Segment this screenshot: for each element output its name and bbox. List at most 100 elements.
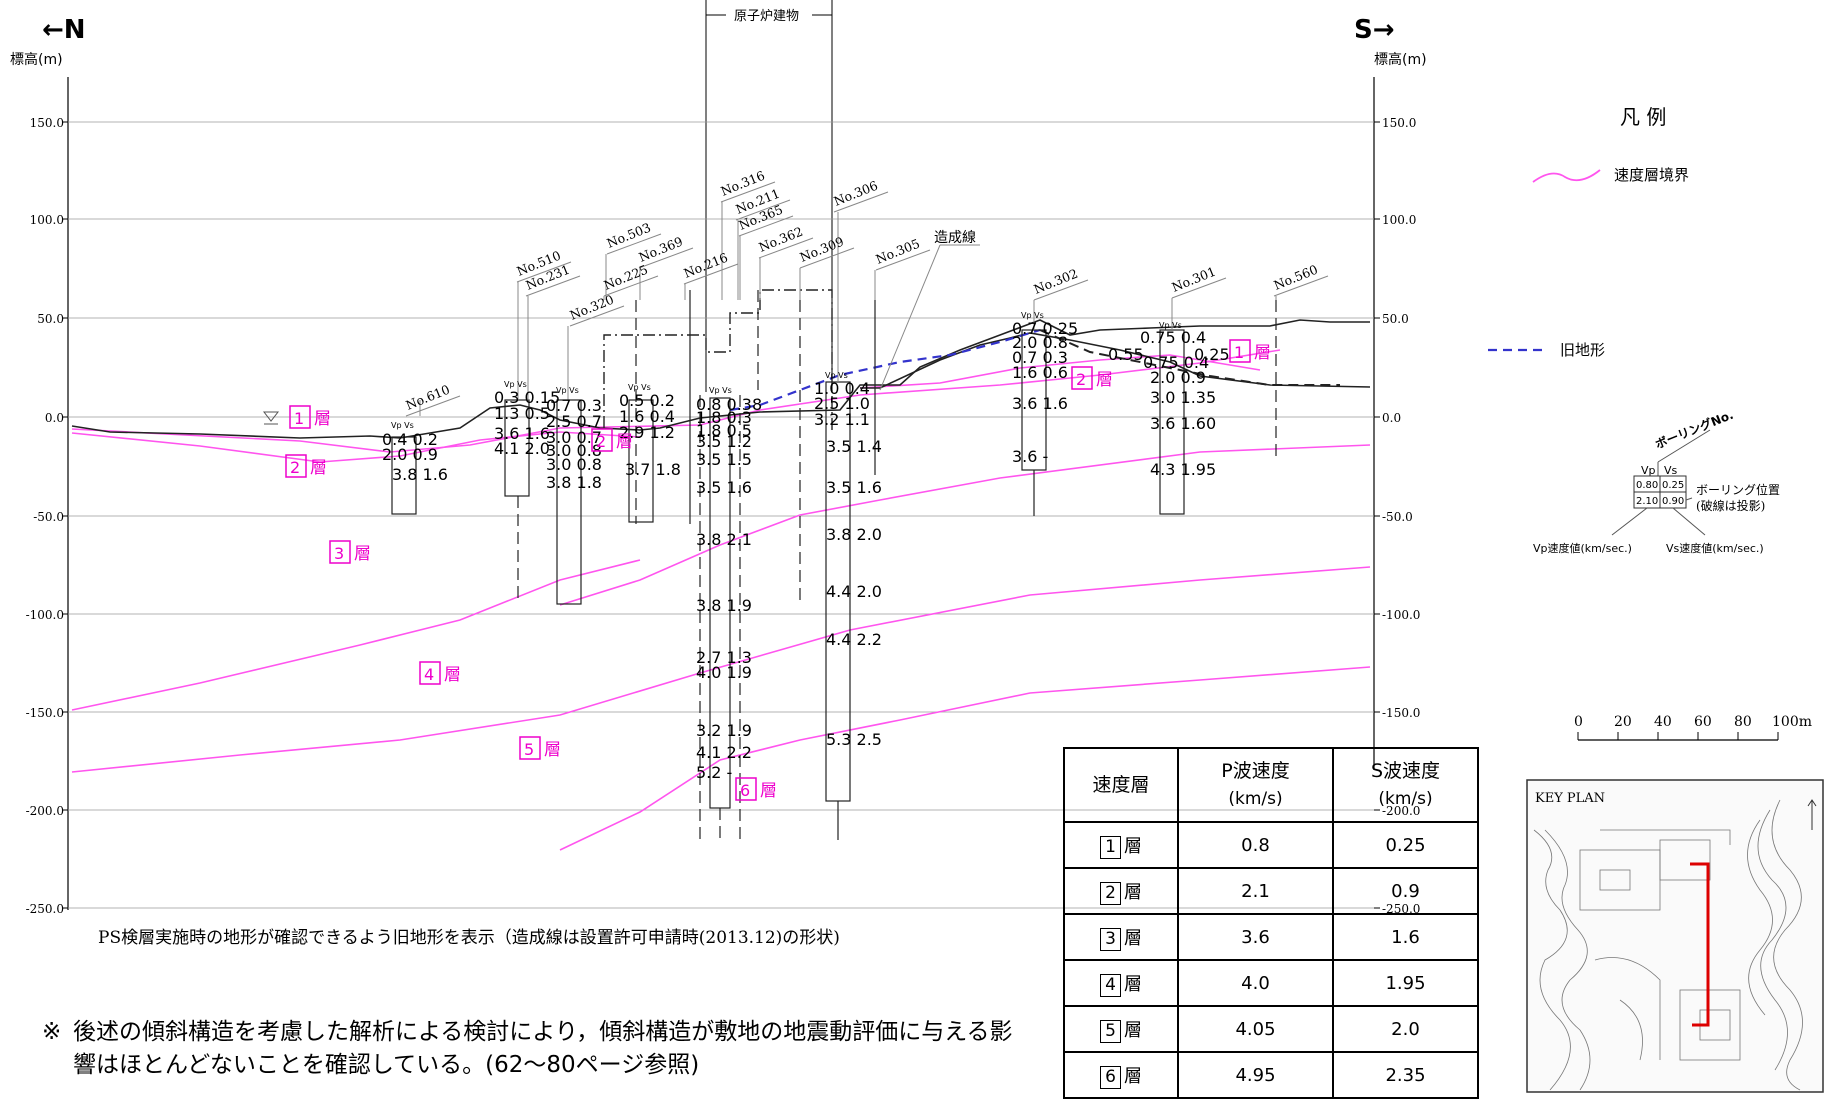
- velocity-reading: 1.8 0.5: [696, 421, 752, 440]
- layer-label-number: 1: [1234, 343, 1244, 362]
- layer-label-mark: 層: [314, 409, 331, 429]
- scale-bar: 0 20 40 60 80 100m: [1574, 714, 1812, 741]
- table-row: 2 層 2.1 0.9: [1063, 867, 1479, 915]
- vpvs-header: Vp Vs: [1021, 311, 1044, 320]
- layer-label-number: 2: [1076, 370, 1086, 389]
- velocity-reading: 3.0 1.35: [1150, 388, 1216, 407]
- vpvs-header: Vp Vs: [825, 371, 848, 380]
- velocity-reading: 1.0 0.4: [814, 379, 870, 398]
- velocity-reading: 3.8 1.6: [392, 465, 448, 484]
- layer-label-mark: 層: [544, 740, 561, 760]
- velocity-reading: 1.6 0.6: [1012, 363, 1068, 382]
- s-wave-label: S波速度: [1370, 759, 1441, 782]
- vp-desc-label: Vp速度値(km/sec.): [1533, 541, 1632, 555]
- velocity-reading: 2.5 0.7: [546, 412, 602, 431]
- scale-tick-label: 0: [1574, 714, 1583, 730]
- velocity-reading: 3.8 1.8: [546, 473, 602, 492]
- boring-v4: 0.90: [1662, 496, 1684, 507]
- velocity-reading: 4.3 1.95: [1150, 460, 1216, 479]
- legend-title: 凡 例: [1620, 105, 1666, 129]
- velocity-reading: 0.7 0.3: [1012, 348, 1068, 367]
- ground-surface: [71, 319, 1371, 439]
- boring-no-label: ボーリングNo.: [1653, 407, 1735, 452]
- velocity-reading: 3.5 1.6: [826, 478, 882, 497]
- scale-tick-label: 100m: [1772, 714, 1812, 730]
- borehole-369: [628, 399, 654, 523]
- layer-label-number: 2: [596, 432, 606, 451]
- boring-v3: 2.10: [1636, 496, 1658, 507]
- layer-label-mark: 層: [444, 665, 461, 685]
- velocity-reading: 0.3 0.15: [494, 388, 560, 407]
- velocity-reading: 3.6 1.6: [1012, 394, 1068, 413]
- tick-label-right: 0.0: [1382, 411, 1401, 425]
- velocity-reading: 3.2 1.1: [814, 410, 870, 429]
- scale-tick-label: 20: [1614, 714, 1632, 730]
- borehole-510: [504, 399, 530, 497]
- reactor-building-outline: [603, 289, 833, 430]
- layer-number: 1: [1100, 835, 1121, 859]
- table-row: 4 層 4.0 1.95: [1063, 959, 1479, 1007]
- current-ground-line: [71, 319, 1370, 439]
- velocity-reading: 4.1 2.0: [494, 439, 550, 458]
- tick-label-left: 50.0: [37, 312, 64, 326]
- layer-mark: 層: [1124, 835, 1142, 857]
- boring-v2: 0.25: [1662, 480, 1684, 491]
- layer-number: 5: [1100, 1019, 1121, 1043]
- s-velocity-cell: 1.6: [1332, 913, 1479, 961]
- p-velocity-cell: 4.0: [1177, 959, 1334, 1007]
- layer-label-number: 2: [290, 458, 300, 477]
- table-header-row: 速度層 P波速度 (km/s) S波速度 (km/s): [1063, 747, 1479, 823]
- velocity-reading: 2.0 0.9: [382, 445, 438, 464]
- velocity-reading: 3.5 1.5: [696, 450, 752, 469]
- layer-label-mark: 層: [1254, 343, 1271, 363]
- velocity-reading: 3.0 0.8: [546, 455, 602, 474]
- velocity-reading: 4.1 2.2: [696, 743, 752, 762]
- layer-number: 6: [1100, 1065, 1121, 1089]
- vpvs-header: Vp Vs: [709, 386, 732, 395]
- scale-tick-label: 40: [1654, 714, 1672, 730]
- north-indicator: ←N: [42, 15, 86, 45]
- boring-v1: 0.80: [1636, 480, 1658, 491]
- layer-mark: 層: [1124, 927, 1142, 949]
- velocity-reading: 5.3 2.5: [826, 730, 882, 749]
- velocity-reading: 3.6 1.6: [494, 424, 550, 443]
- zoseisen-label: 造成線: [934, 230, 976, 246]
- south-indicator: S→: [1354, 15, 1395, 45]
- p-velocity-cell: 3.6: [1177, 913, 1334, 961]
- scale-tick-label: 80: [1734, 714, 1752, 730]
- elevation-label-right: 標高(m): [1374, 51, 1427, 68]
- s-velocity-cell: 0.25: [1332, 821, 1479, 869]
- tick-label-left: 100.0: [30, 213, 64, 227]
- velocity-reading: 0.4 0.2: [382, 430, 438, 449]
- p-velocity-cell: 4.95: [1177, 1051, 1334, 1099]
- layer-label-mark: 層: [310, 458, 327, 478]
- zoseisen-line: [860, 332, 1371, 389]
- reactor-building-marker: 原子炉建物: [705, 0, 833, 392]
- velocity-reading: 2.5 1.0: [814, 394, 870, 413]
- layer-number: 3: [1100, 927, 1121, 951]
- velocity-reading: 0.25: [1194, 345, 1230, 364]
- key-plan: KEY PLAN: [1526, 779, 1824, 1093]
- p-velocity-cell: 4.05: [1177, 1005, 1334, 1053]
- velocity-reading: 1.3 0.5: [494, 404, 550, 423]
- vpvs-header: Vp Vs: [556, 386, 579, 395]
- col-header-p: P波速度 (km/s): [1177, 747, 1334, 823]
- boring-vs-head: Vs: [1664, 464, 1678, 477]
- old-terrain-label: 旧地形: [1560, 341, 1605, 359]
- note-mark: ※: [42, 1019, 62, 1045]
- keyplan-title: KEY PLAN: [1535, 791, 1605, 806]
- layer-label-number: 5: [524, 740, 534, 759]
- velocity-reading: 3.0 0.7: [546, 428, 602, 447]
- velocity-reading: 3.5 1.4: [826, 437, 882, 456]
- boundary-2-2b: [71, 431, 641, 463]
- layer-label-number: 3: [334, 544, 344, 563]
- velocity-reading: 3.8 2.1: [696, 530, 752, 549]
- boring-legend: ボーリングNo. Vp Vs 0.80 0.25 2.10 0.90 ボーリング…: [1533, 407, 1780, 555]
- tick-label-right: 150.0: [1382, 116, 1416, 130]
- col-header-layer: 速度層: [1063, 747, 1179, 823]
- col-header-s: S波速度 (km/s): [1332, 747, 1479, 823]
- velocity-reading: 4.0 1.9: [696, 663, 752, 682]
